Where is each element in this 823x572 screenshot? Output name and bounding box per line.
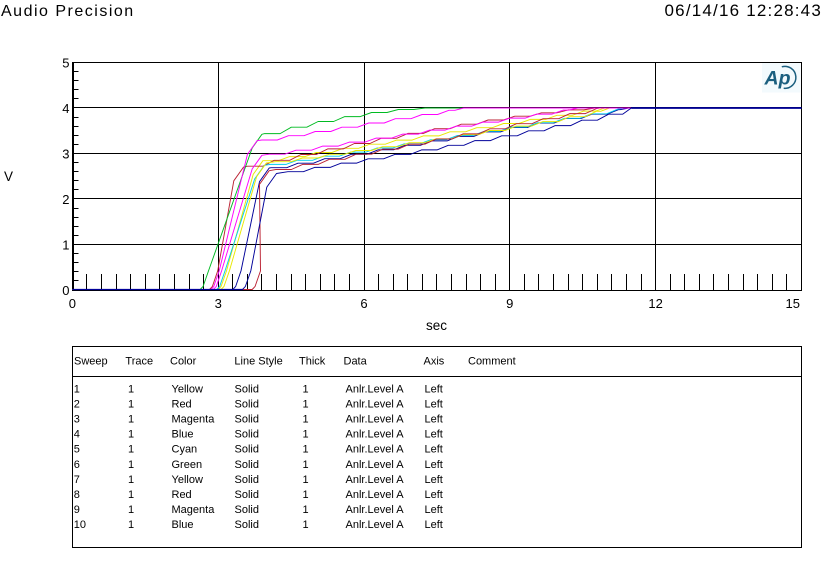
svg-text:Blue: Blue bbox=[172, 519, 194, 531]
svg-text:3: 3 bbox=[74, 414, 80, 426]
svg-text:Solid: Solid bbox=[235, 429, 259, 441]
svg-text:Solid: Solid bbox=[235, 474, 259, 486]
svg-text:9: 9 bbox=[74, 504, 80, 516]
svg-text:1: 1 bbox=[128, 489, 134, 501]
svg-text:0: 0 bbox=[62, 283, 69, 298]
svg-text:Anlr.Level A: Anlr.Level A bbox=[346, 429, 405, 441]
svg-text:1: 1 bbox=[303, 474, 309, 486]
svg-text:1: 1 bbox=[128, 504, 134, 516]
svg-text:Anlr.Level A: Anlr.Level A bbox=[346, 414, 405, 426]
svg-text:Left: Left bbox=[425, 474, 443, 486]
svg-text:1: 1 bbox=[128, 474, 134, 486]
svg-text:Axis: Axis bbox=[424, 356, 445, 368]
svg-text:V: V bbox=[4, 169, 13, 184]
svg-text:3: 3 bbox=[62, 147, 69, 162]
svg-text:5: 5 bbox=[62, 56, 69, 71]
svg-text:6: 6 bbox=[74, 459, 80, 471]
svg-text:1: 1 bbox=[303, 414, 309, 426]
svg-text:Anlr.Level A: Anlr.Level A bbox=[346, 459, 405, 471]
svg-text:2: 2 bbox=[74, 398, 80, 410]
svg-text:Sweep: Sweep bbox=[74, 356, 108, 368]
svg-text:1: 1 bbox=[128, 414, 134, 426]
svg-text:Left: Left bbox=[425, 444, 443, 456]
svg-text:6: 6 bbox=[360, 296, 367, 311]
svg-text:Solid: Solid bbox=[235, 414, 259, 426]
svg-text:Cyan: Cyan bbox=[172, 444, 198, 456]
svg-text:1: 1 bbox=[128, 519, 134, 531]
svg-text:Left: Left bbox=[425, 519, 443, 531]
svg-text:Left: Left bbox=[425, 414, 443, 426]
svg-text:1: 1 bbox=[128, 444, 134, 456]
svg-text:Anlr.Level A: Anlr.Level A bbox=[346, 474, 405, 486]
svg-text:Audio Precision: Audio Precision bbox=[1, 3, 135, 20]
svg-text:Line Style: Line Style bbox=[234, 356, 282, 368]
svg-text:Left: Left bbox=[425, 504, 443, 516]
svg-text:Magenta: Magenta bbox=[172, 504, 216, 516]
svg-text:Anlr.Level A: Anlr.Level A bbox=[346, 398, 405, 410]
svg-text:sec: sec bbox=[426, 318, 447, 333]
svg-text:12: 12 bbox=[648, 296, 662, 311]
svg-text:Solid: Solid bbox=[235, 489, 259, 501]
svg-text:Thick: Thick bbox=[299, 356, 326, 368]
svg-text:Anlr.Level A: Anlr.Level A bbox=[346, 519, 405, 531]
svg-text:2: 2 bbox=[62, 192, 69, 207]
svg-text:1: 1 bbox=[128, 459, 134, 471]
svg-text:1: 1 bbox=[303, 489, 309, 501]
svg-text:1: 1 bbox=[303, 459, 309, 471]
svg-text:Left: Left bbox=[425, 459, 443, 471]
svg-text:Red: Red bbox=[172, 489, 192, 501]
svg-text:1: 1 bbox=[128, 383, 134, 395]
svg-text:Left: Left bbox=[425, 489, 443, 501]
svg-text:Yellow: Yellow bbox=[172, 474, 203, 486]
svg-text:Trace: Trace bbox=[125, 356, 153, 368]
svg-text:Solid: Solid bbox=[235, 383, 259, 395]
svg-text:0: 0 bbox=[69, 296, 76, 311]
svg-text:Anlr.Level A: Anlr.Level A bbox=[346, 489, 405, 501]
svg-text:1: 1 bbox=[303, 519, 309, 531]
svg-text:1: 1 bbox=[303, 398, 309, 410]
svg-text:1: 1 bbox=[303, 429, 309, 441]
svg-text:15: 15 bbox=[786, 296, 800, 311]
svg-text:Left: Left bbox=[425, 398, 443, 410]
svg-text:Red: Red bbox=[172, 398, 192, 410]
svg-text:8: 8 bbox=[74, 489, 80, 501]
svg-text:1: 1 bbox=[74, 383, 80, 395]
svg-text:Solid: Solid bbox=[235, 398, 259, 410]
svg-text:Green: Green bbox=[172, 459, 203, 471]
svg-text:Ap: Ap bbox=[764, 67, 791, 89]
svg-text:Magenta: Magenta bbox=[172, 414, 216, 426]
svg-text:10: 10 bbox=[74, 519, 86, 531]
svg-text:7: 7 bbox=[74, 474, 80, 486]
svg-text:Color: Color bbox=[170, 356, 197, 368]
svg-text:Yellow: Yellow bbox=[172, 383, 203, 395]
svg-text:Data: Data bbox=[344, 356, 368, 368]
svg-text:4: 4 bbox=[62, 101, 69, 116]
svg-text:1: 1 bbox=[128, 429, 134, 441]
svg-text:3: 3 bbox=[215, 296, 222, 311]
svg-text:1: 1 bbox=[128, 398, 134, 410]
svg-text:Solid: Solid bbox=[235, 459, 259, 471]
svg-text:Left: Left bbox=[425, 383, 443, 395]
svg-text:Solid: Solid bbox=[235, 504, 259, 516]
svg-text:Solid: Solid bbox=[235, 519, 259, 531]
svg-text:Blue: Blue bbox=[172, 429, 194, 441]
svg-text:5: 5 bbox=[74, 444, 80, 456]
svg-text:1: 1 bbox=[303, 383, 309, 395]
svg-text:Anlr.Level A: Anlr.Level A bbox=[346, 444, 405, 456]
svg-text:9: 9 bbox=[506, 296, 513, 311]
svg-text:1: 1 bbox=[62, 238, 69, 253]
svg-text:1: 1 bbox=[303, 504, 309, 516]
svg-text:Anlr.Level A: Anlr.Level A bbox=[346, 383, 405, 395]
svg-text:Left: Left bbox=[425, 429, 443, 441]
svg-text:Solid: Solid bbox=[235, 444, 259, 456]
svg-text:Comment: Comment bbox=[468, 356, 516, 368]
svg-text:4: 4 bbox=[74, 429, 80, 441]
svg-text:1: 1 bbox=[303, 444, 309, 456]
svg-text:Anlr.Level A: Anlr.Level A bbox=[346, 504, 405, 516]
svg-text:06/14/16 12:28:43: 06/14/16 12:28:43 bbox=[665, 1, 822, 20]
